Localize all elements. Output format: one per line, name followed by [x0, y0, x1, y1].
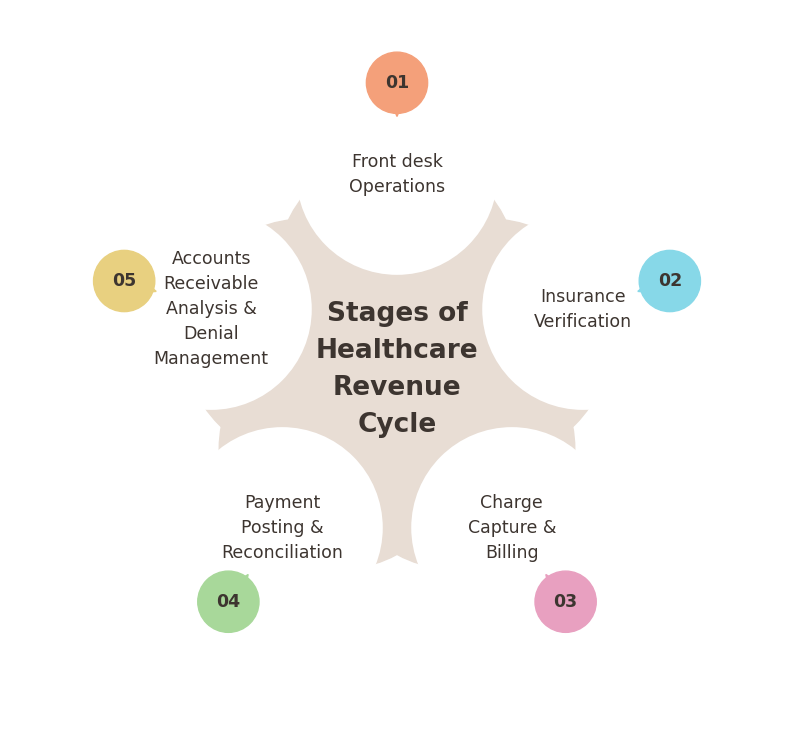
Circle shape: [255, 228, 539, 512]
Circle shape: [182, 427, 383, 628]
Text: Charge
Capture &
Billing: Charge Capture & Billing: [468, 494, 556, 561]
Circle shape: [94, 250, 155, 312]
Text: 03: 03: [553, 593, 578, 610]
Circle shape: [198, 571, 259, 632]
Circle shape: [219, 329, 460, 569]
Text: Accounts
Receivable
Analysis &
Denial
Management: Accounts Receivable Analysis & Denial Ma…: [153, 250, 268, 368]
Polygon shape: [120, 268, 156, 294]
Circle shape: [411, 427, 612, 628]
Circle shape: [482, 209, 684, 410]
Polygon shape: [218, 575, 249, 610]
Polygon shape: [384, 83, 410, 116]
Text: 04: 04: [216, 593, 241, 610]
Text: 02: 02: [657, 272, 682, 290]
Text: Stages of
Healthcare
Revenue
Cycle: Stages of Healthcare Revenue Cycle: [316, 301, 478, 438]
Circle shape: [639, 250, 700, 312]
Circle shape: [183, 219, 424, 460]
Circle shape: [334, 329, 575, 569]
Text: Payment
Posting &
Reconciliation: Payment Posting & Reconciliation: [222, 494, 343, 561]
Circle shape: [535, 571, 596, 632]
Circle shape: [296, 74, 498, 274]
Circle shape: [370, 219, 611, 460]
Polygon shape: [545, 575, 576, 610]
Polygon shape: [638, 268, 674, 294]
Text: 01: 01: [385, 74, 409, 92]
Text: 05: 05: [112, 272, 137, 290]
Circle shape: [276, 152, 518, 392]
Circle shape: [110, 209, 312, 410]
Text: Insurance
Verification: Insurance Verification: [534, 288, 632, 331]
Text: Front desk
Operations: Front desk Operations: [349, 153, 445, 195]
Circle shape: [366, 52, 428, 113]
